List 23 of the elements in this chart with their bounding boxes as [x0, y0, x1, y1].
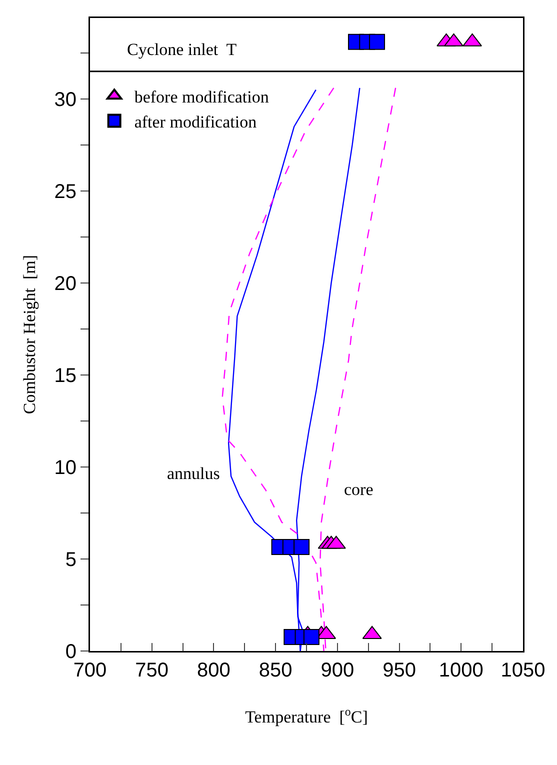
y-tick-label: 30 — [54, 88, 76, 111]
legend-label: after modification — [134, 112, 258, 132]
x-tick-label: 1050 — [500, 660, 546, 682]
annotation: Cyclone inlet T — [127, 40, 238, 59]
x-tick-label: 800 — [197, 660, 230, 682]
y-tick-label: 20 — [54, 272, 76, 295]
y-tick-label: 5 — [65, 548, 76, 571]
x-tick-label: 850 — [258, 660, 292, 682]
point — [303, 629, 320, 646]
y-tick-label: 15 — [54, 364, 76, 387]
annotation: annulus — [167, 464, 220, 483]
x-tick-label: 750 — [135, 660, 169, 682]
x-tick-label: 900 — [320, 660, 354, 682]
x-axis-title: Temperature [$^{o}$C] — [245, 704, 368, 727]
y-tick-label: 10 — [54, 456, 76, 479]
x-tick-label: 950 — [382, 660, 416, 682]
legend-label: before modification — [134, 87, 270, 106]
point — [294, 539, 310, 556]
point — [369, 34, 386, 50]
x-tick-label: 1000 — [438, 660, 484, 682]
y-axis-title: Combustor Height [m] — [20, 254, 40, 414]
y-tick-label: 25 — [54, 180, 76, 203]
annotation: core — [344, 480, 374, 499]
